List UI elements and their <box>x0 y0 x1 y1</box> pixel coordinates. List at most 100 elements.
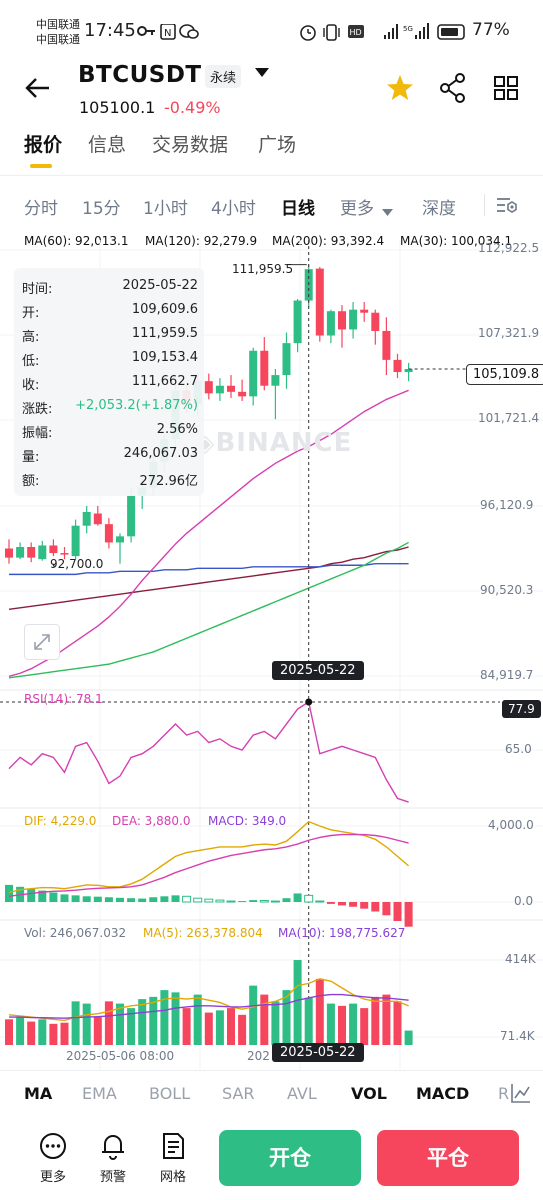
indicator-sar[interactable]: SAR <box>222 1084 255 1103</box>
high-price-marker: 111,959.5 <box>232 262 294 276</box>
divider <box>0 1070 543 1071</box>
tooltip-key: 收: <box>22 378 40 393</box>
volume-bar <box>238 1014 247 1045</box>
share-icon[interactable] <box>439 73 467 107</box>
indicator-rsi[interactable]: R <box>498 1084 510 1103</box>
volume-bar <box>326 1003 335 1045</box>
candle-body <box>93 513 102 525</box>
volume-ma5-legend: MA(5): 263,378.804 <box>143 926 263 940</box>
indicator-ma[interactable]: MA <box>24 1084 53 1103</box>
indicator-avl[interactable]: AVL <box>287 1084 317 1103</box>
tooltip-key: 高: <box>22 330 40 345</box>
macd-histogram-bar <box>304 894 314 903</box>
macd-histogram-bar <box>171 895 180 902</box>
volume-bar <box>282 990 291 1045</box>
volume-bar <box>38 1019 47 1045</box>
close-position-button[interactable]: 平仓 <box>377 1130 519 1186</box>
interval-1d[interactable]: 日线 <box>281 199 315 219</box>
open-position-button[interactable]: 开仓 <box>219 1130 361 1186</box>
tab-square[interactable]: 广场 <box>258 134 297 156</box>
volume-bar <box>93 1017 102 1045</box>
indicator-ema[interactable]: EMA <box>82 1084 117 1103</box>
volume-bar <box>116 1003 124 1045</box>
tooltip-row: 振幅: 2.56% <box>22 420 198 444</box>
interval-4h[interactable]: 4小时 <box>211 199 256 219</box>
candle-body <box>360 309 369 313</box>
volume-bar <box>82 1003 91 1045</box>
volume-ma10-line <box>9 993 409 1019</box>
hd-icon: HD <box>348 25 364 38</box>
price-axis-label: 112,922.5 <box>478 241 540 255</box>
tooltip-value: 111,959.5 <box>131 326 198 341</box>
tooltip-row: 低: 109,153.4 <box>22 348 198 372</box>
wechat-icon <box>179 24 199 39</box>
macd-histogram-bar <box>326 902 335 904</box>
more-button[interactable]: 更多 <box>33 1132 73 1185</box>
indicator-settings-icon[interactable] <box>510 1082 532 1108</box>
kline-chart[interactable] <box>0 240 543 1070</box>
chart-settings-icon[interactable] <box>496 195 518 219</box>
macd-histogram-bar <box>315 900 325 903</box>
macd-dif-legend: DIF: 4,229.0 <box>24 814 97 828</box>
grid-bot-button[interactable]: 网格 <box>153 1132 193 1185</box>
tooltip-value: 272.96亿 <box>139 474 199 489</box>
macd-histogram-bar <box>215 899 225 903</box>
interval-depth[interactable]: 深度 <box>422 199 456 219</box>
candle-body <box>349 309 358 330</box>
candle-body <box>238 391 247 397</box>
volume-bar <box>338 1005 346 1045</box>
macd-histogram-bar <box>27 888 36 902</box>
alert-button[interactable]: 预警 <box>93 1132 133 1185</box>
candle-body <box>116 536 124 543</box>
volume-bar <box>293 960 302 1045</box>
macd-histogram-bar <box>104 897 113 902</box>
symbol-dropdown-icon[interactable] <box>255 66 269 82</box>
tooltip-row: 额: 272.96亿 <box>22 468 198 492</box>
alarm-icon <box>300 25 316 41</box>
current-price-tag: 105,109.8 <box>466 364 543 385</box>
macd-histogram-bar <box>382 902 391 916</box>
volume-bar <box>27 1021 36 1045</box>
tab-quote[interactable]: 报价 <box>24 134 63 156</box>
candle-body <box>5 548 13 558</box>
volume-axis-label: 414K <box>505 952 536 966</box>
tab-info[interactable]: 信息 <box>88 134 127 156</box>
macd-histogram-bar <box>182 895 192 903</box>
status-bar: 中国联通 中国联通 17:45 N HD 5G 77% <box>0 0 543 60</box>
nfc-icon: N <box>160 24 176 40</box>
volume-bar <box>5 1019 13 1045</box>
candle-body <box>371 312 380 331</box>
tooltip-key: 量: <box>22 450 40 465</box>
more-dropdown-icon[interactable] <box>382 202 393 221</box>
back-arrow-icon[interactable] <box>24 76 52 104</box>
volume-bar <box>193 994 202 1045</box>
indicator-macd[interactable]: MACD <box>416 1084 470 1103</box>
macd-histogram-bar <box>249 900 258 902</box>
symbol-name[interactable]: BTCUSDT <box>78 62 202 88</box>
volume-axis-label: 71.4K <box>500 1029 535 1043</box>
divider <box>0 175 543 176</box>
carrier-label-2: 中国联通 <box>36 33 80 46</box>
candle-body <box>49 545 58 554</box>
fullscreen-expand-icon[interactable] <box>24 624 60 660</box>
favorite-star-icon[interactable] <box>386 74 414 106</box>
volume-bar <box>227 1008 235 1045</box>
status-icons-right: HD 5G <box>300 23 465 41</box>
main-tabs: 报价 信息 交易数据 广场 <box>0 126 543 168</box>
last-price: 105100.1 <box>79 98 156 117</box>
macd-axis-label: 0.0 <box>514 894 534 908</box>
x-axis-date-label: 2025-05-06 08:00 <box>66 1049 175 1063</box>
indicator-boll[interactable]: BOLL <box>149 1084 191 1103</box>
tab-trading-data[interactable]: 交易数据 <box>152 134 229 156</box>
macd-dea-line <box>8 833 409 897</box>
grid-menu-icon[interactable] <box>493 75 519 105</box>
volume-bar <box>249 985 258 1045</box>
volume-bar <box>171 992 180 1045</box>
macd-histogram-bar <box>82 896 91 902</box>
interval-15m[interactable]: 15分 <box>82 199 121 219</box>
interval-1h[interactable]: 1小时 <box>143 199 188 219</box>
indicator-vol[interactable]: VOL <box>351 1084 387 1103</box>
candle-body <box>326 311 335 336</box>
interval-timeshare[interactable]: 分时 <box>24 199 58 219</box>
interval-more[interactable]: 更多 <box>340 199 374 219</box>
